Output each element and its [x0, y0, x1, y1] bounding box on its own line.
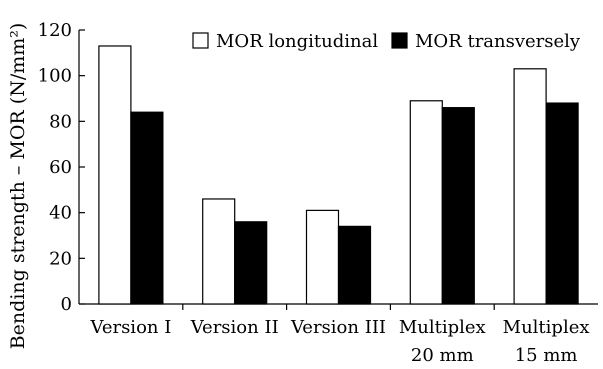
bar-longitudinal-5 [513, 68, 547, 305]
bar-longitudinal-2 [202, 198, 236, 305]
y-tick-label: 100 [38, 66, 72, 87]
bar-transversely-3 [337, 225, 372, 305]
legend: MOR longitudinal MOR transversely [192, 31, 581, 52]
y-tick-label: 60 [49, 157, 72, 178]
x-tick-label-line2: 15 mm [515, 345, 578, 366]
bar-transversely-4 [441, 107, 475, 305]
bar-longitudinal-1 [98, 45, 132, 305]
y-tick-label: 120 [38, 20, 72, 41]
y-tick-label: 40 [49, 203, 72, 224]
legend-swatch [192, 32, 209, 49]
y-tick-label: 20 [49, 248, 72, 269]
y-axis-label: Bending strength – MOR (N/mm²) [7, 23, 29, 350]
legend-label: MOR transversely [415, 31, 581, 52]
legend-label: MOR longitudinal [216, 31, 378, 52]
bar-longitudinal-3 [305, 209, 340, 305]
x-tick-label: Multiplex [503, 317, 590, 338]
x-tick-labels: Version I Version II Version III Multiplex 2… [89, 304, 590, 366]
x-tick-label-line2: 20 mm [411, 345, 474, 366]
bar-transversely-1 [130, 111, 164, 305]
x-tick-label: Multiplex [399, 317, 486, 338]
bar-longitudinal-4 [409, 100, 443, 305]
y-tick-label: 0 [61, 294, 72, 315]
x-tick-label: Version II [190, 317, 279, 338]
x-tick-label: Version III [290, 317, 386, 338]
x-tick-label: Version I [89, 317, 171, 338]
legend-swatch [391, 32, 408, 49]
bars [98, 45, 579, 305]
y-ticks: 0 20 40 60 80 100 120 [38, 20, 85, 315]
bar-transversely-2 [234, 221, 268, 305]
y-tick-label: 80 [49, 111, 72, 132]
bar-transversely-5 [545, 102, 579, 305]
